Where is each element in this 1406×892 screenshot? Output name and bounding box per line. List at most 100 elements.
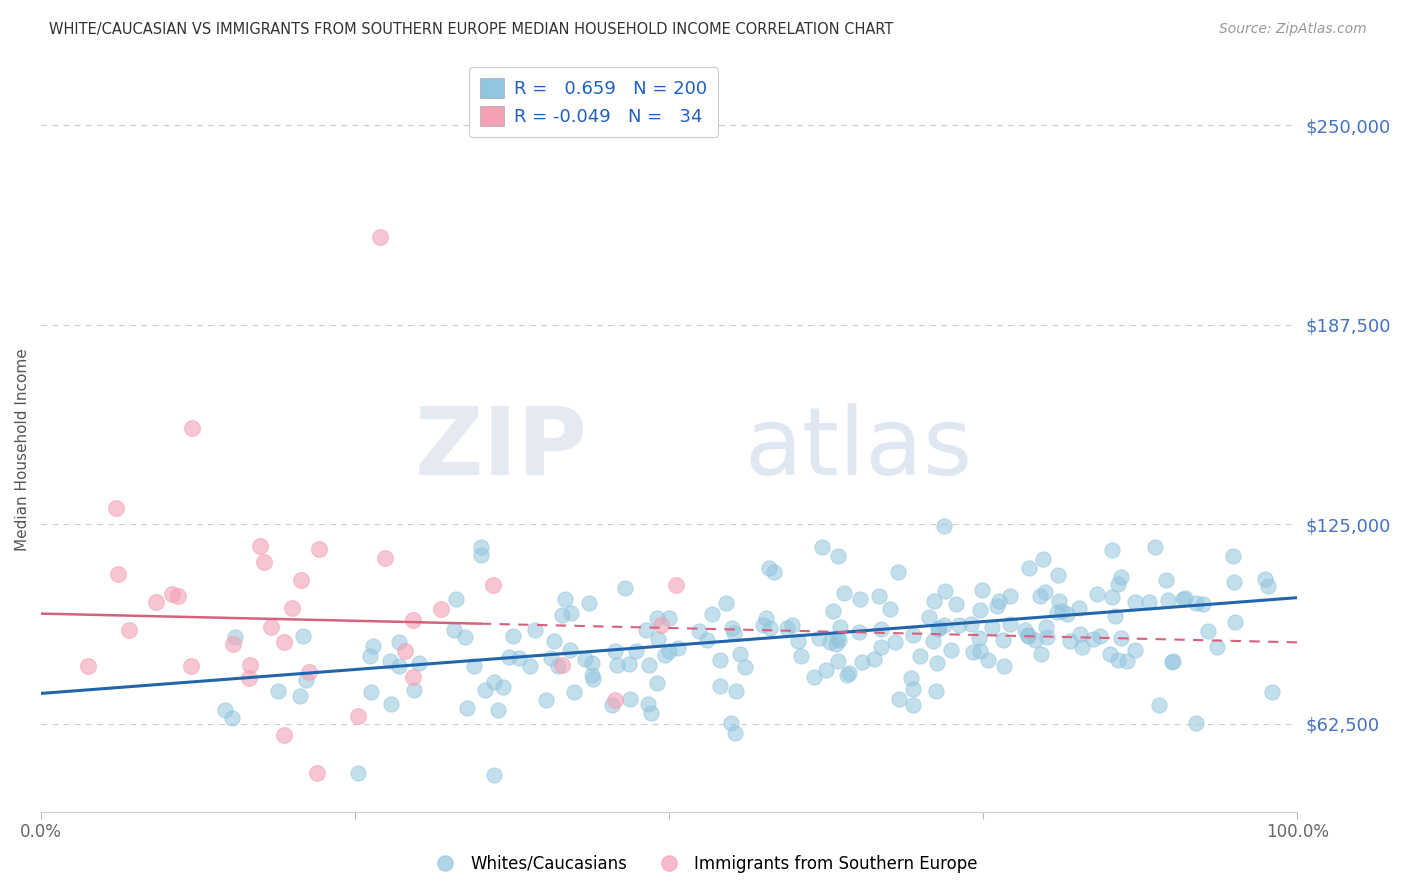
Point <box>991 632 1014 647</box>
Point <box>922 594 945 608</box>
Point <box>827 654 849 668</box>
Point <box>901 682 924 697</box>
Point <box>1024 632 1046 647</box>
Point <box>752 618 775 632</box>
Point <box>763 565 786 579</box>
Point <box>1261 685 1284 699</box>
Point <box>402 682 425 697</box>
Point <box>162 587 184 601</box>
Point <box>827 633 849 648</box>
Point <box>221 711 243 725</box>
Point <box>1116 654 1139 668</box>
Point <box>665 578 688 592</box>
Point <box>723 626 745 640</box>
Point <box>267 684 290 698</box>
Point <box>1067 601 1090 615</box>
Point <box>700 607 723 621</box>
Point <box>1154 574 1177 588</box>
Point <box>1254 572 1277 586</box>
Point <box>107 567 129 582</box>
Point <box>253 555 276 569</box>
Point <box>105 501 128 516</box>
Point <box>1198 624 1220 638</box>
Point <box>118 623 141 637</box>
Point <box>1071 640 1094 654</box>
Point <box>554 591 576 606</box>
Point <box>214 703 236 717</box>
Point <box>1123 643 1146 657</box>
Point <box>934 519 956 533</box>
Point <box>180 659 202 673</box>
Point <box>976 653 998 667</box>
Point <box>887 565 910 579</box>
Point <box>688 624 710 639</box>
Point <box>868 589 890 603</box>
Point <box>551 658 574 673</box>
Y-axis label: Median Household Income: Median Household Income <box>15 348 30 550</box>
Text: ZIP: ZIP <box>415 403 588 495</box>
Point <box>456 701 478 715</box>
Point <box>755 611 778 625</box>
Point <box>969 643 991 657</box>
Point <box>1035 620 1057 634</box>
Point <box>879 602 901 616</box>
Point <box>851 655 873 669</box>
Point <box>934 584 956 599</box>
Point <box>932 618 955 632</box>
Point <box>360 685 382 699</box>
Point <box>724 684 747 698</box>
Point <box>1160 656 1182 670</box>
Point <box>828 620 851 634</box>
Point <box>298 665 321 680</box>
Point <box>862 652 884 666</box>
Point <box>645 676 668 690</box>
Point <box>402 613 425 627</box>
Point <box>145 595 167 609</box>
Point <box>347 709 370 723</box>
Point <box>1257 578 1279 592</box>
Point <box>222 637 245 651</box>
Point <box>637 698 659 712</box>
Point <box>988 593 1011 607</box>
Point <box>636 623 658 637</box>
Point <box>1144 540 1167 554</box>
Point <box>948 618 970 632</box>
Point <box>782 618 804 632</box>
Point <box>814 663 837 677</box>
Point <box>402 670 425 684</box>
Point <box>1101 542 1123 557</box>
Point <box>470 548 492 562</box>
Point <box>292 629 315 643</box>
Point <box>758 560 780 574</box>
Point <box>848 624 870 639</box>
Point <box>308 541 330 556</box>
Point <box>832 586 855 600</box>
Point <box>922 634 945 648</box>
Point <box>1056 607 1078 622</box>
Point <box>374 550 396 565</box>
Point <box>1163 654 1185 668</box>
Point <box>939 643 962 657</box>
Point <box>993 659 1015 673</box>
Point <box>613 581 636 595</box>
Point <box>998 616 1021 631</box>
Point <box>239 658 262 673</box>
Point <box>827 549 849 564</box>
Point <box>1156 593 1178 607</box>
Point <box>1099 647 1122 661</box>
Point <box>901 628 924 642</box>
Point <box>927 656 949 670</box>
Point <box>647 632 669 646</box>
Point <box>547 659 569 673</box>
Text: WHITE/CAUCASIAN VS IMMIGRANTS FROM SOUTHERN EUROPE MEDIAN HOUSEHOLD INCOME CORRE: WHITE/CAUCASIAN VS IMMIGRANTS FROM SOUTH… <box>49 22 894 37</box>
Point <box>986 599 1008 613</box>
Point <box>1205 640 1227 654</box>
Point <box>1174 591 1197 605</box>
Point <box>224 630 246 644</box>
Point <box>502 629 524 643</box>
Point <box>808 631 831 645</box>
Point <box>724 726 747 740</box>
Point <box>1081 632 1104 646</box>
Point <box>1029 647 1052 661</box>
Point <box>658 644 681 658</box>
